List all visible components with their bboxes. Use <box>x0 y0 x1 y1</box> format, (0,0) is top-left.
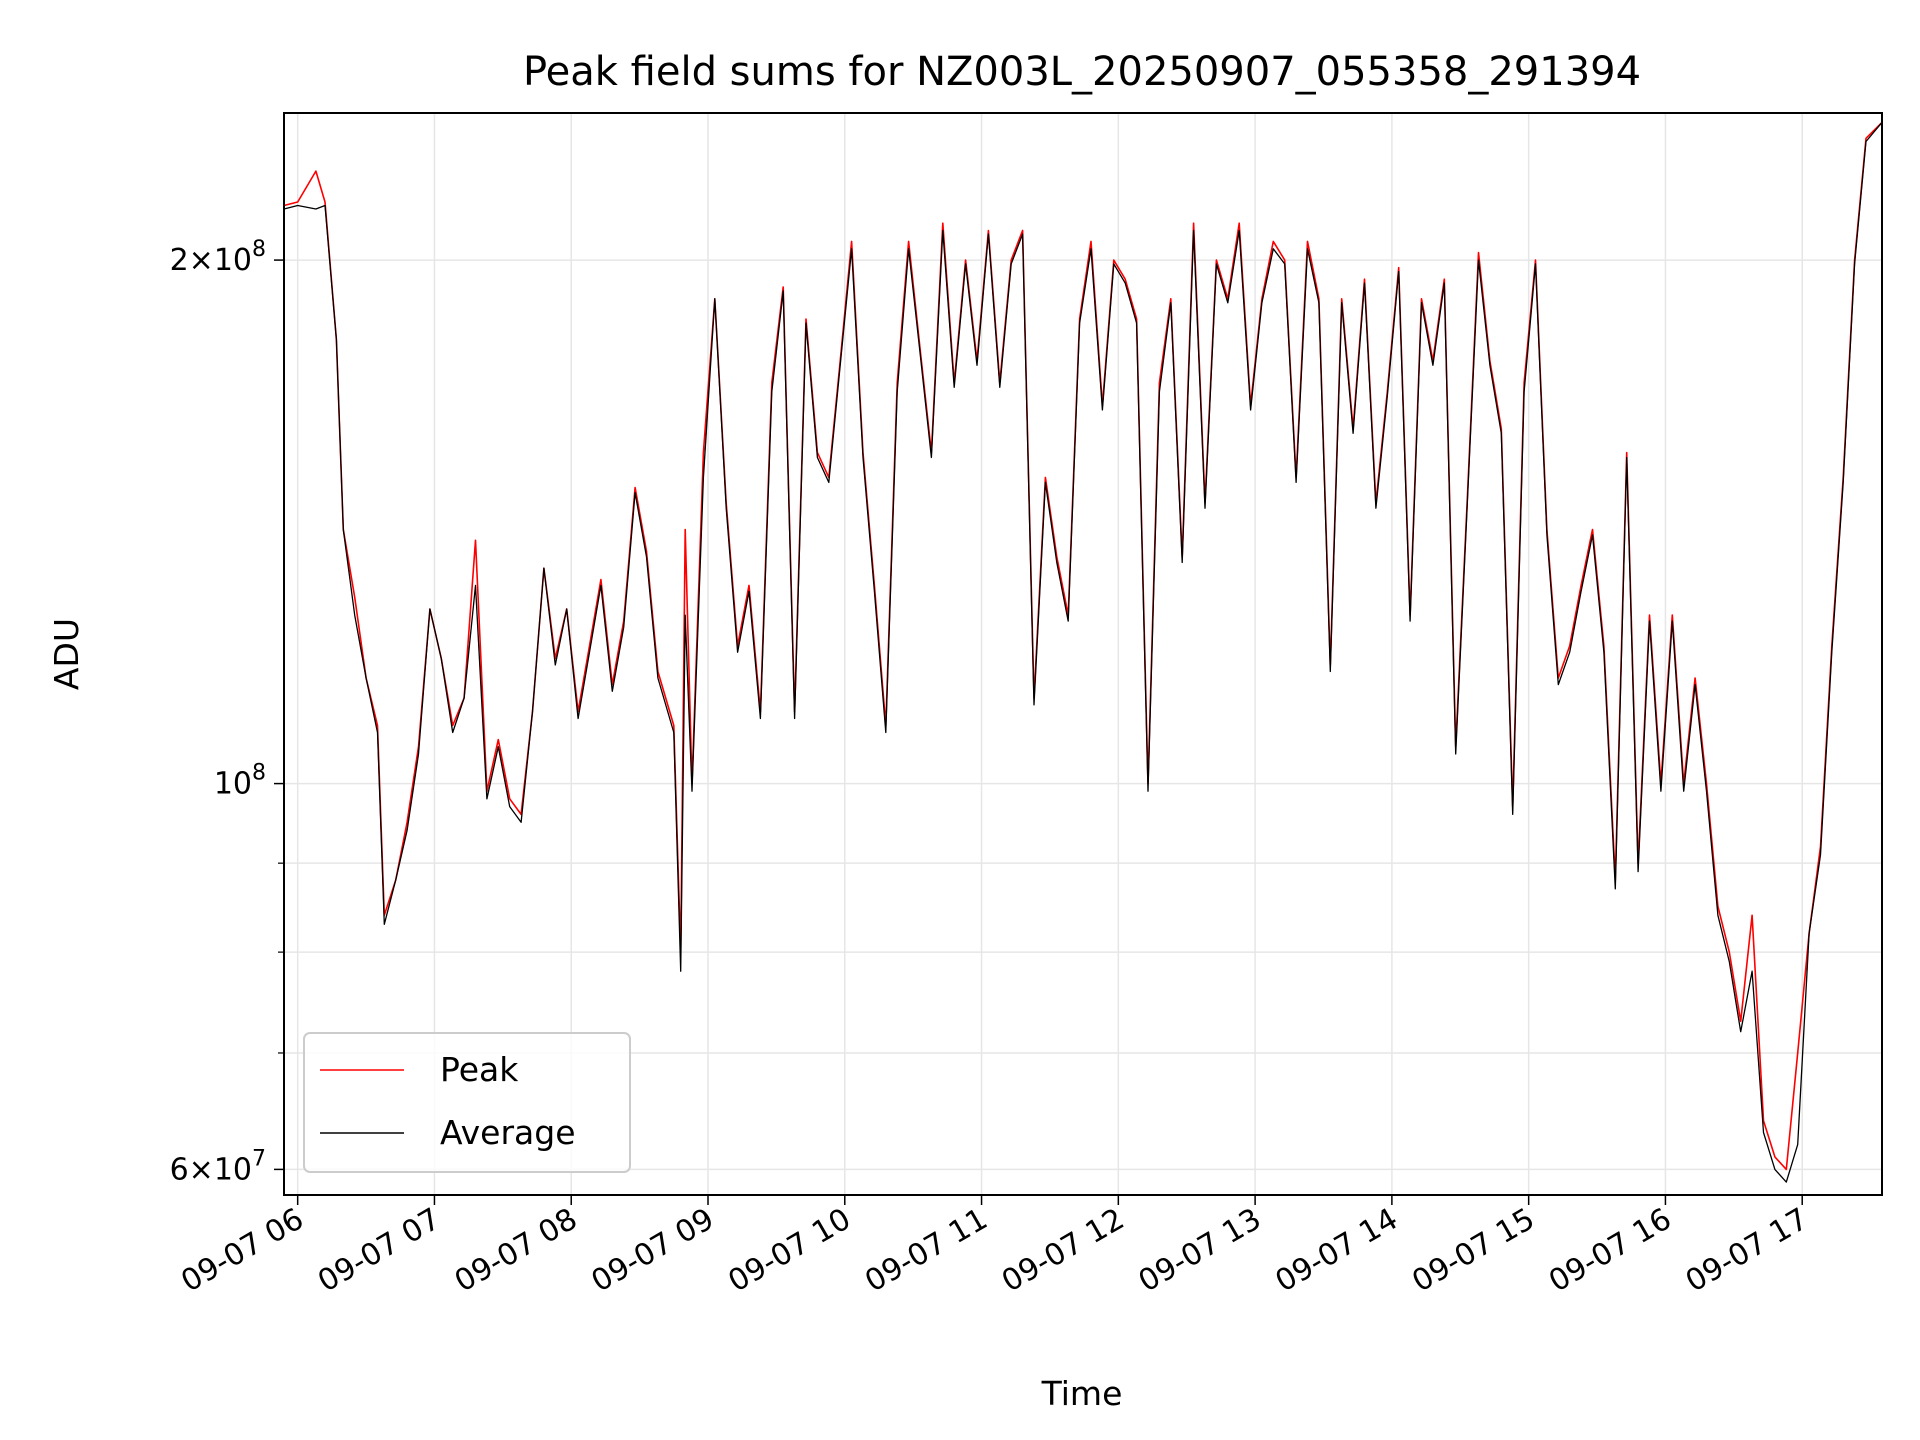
y-tick-mantissa-base: 6×10 <box>170 1152 252 1187</box>
legend: Peak Average <box>303 1032 631 1173</box>
y-tick-label: 2×108 <box>170 237 266 278</box>
y-tick-exponent: 8 <box>252 761 266 786</box>
y-tick-mantissa-base: 10 <box>214 767 252 802</box>
y-tick-exponent: 7 <box>252 1146 266 1171</box>
series-line-average <box>283 121 1883 1183</box>
y-tick-exponent: 8 <box>252 237 266 262</box>
legend-label-peak: Peak <box>440 1050 519 1089</box>
plot-frame <box>283 112 1883 1196</box>
plot-lines <box>283 121 1883 1183</box>
y-tick-mantissa-base: 2×10 <box>170 243 252 278</box>
y-axis-label: ADU <box>47 618 86 690</box>
x-axis-label: Time <box>1041 1374 1123 1413</box>
y-tick-label: 108 <box>214 761 266 802</box>
chart-title: Peak field sums for NZ003L_20250907_0553… <box>523 49 1641 95</box>
legend-label-average: Average <box>440 1113 576 1152</box>
legend-box <box>303 1032 631 1173</box>
y-tick-label: 6×107 <box>170 1146 266 1187</box>
